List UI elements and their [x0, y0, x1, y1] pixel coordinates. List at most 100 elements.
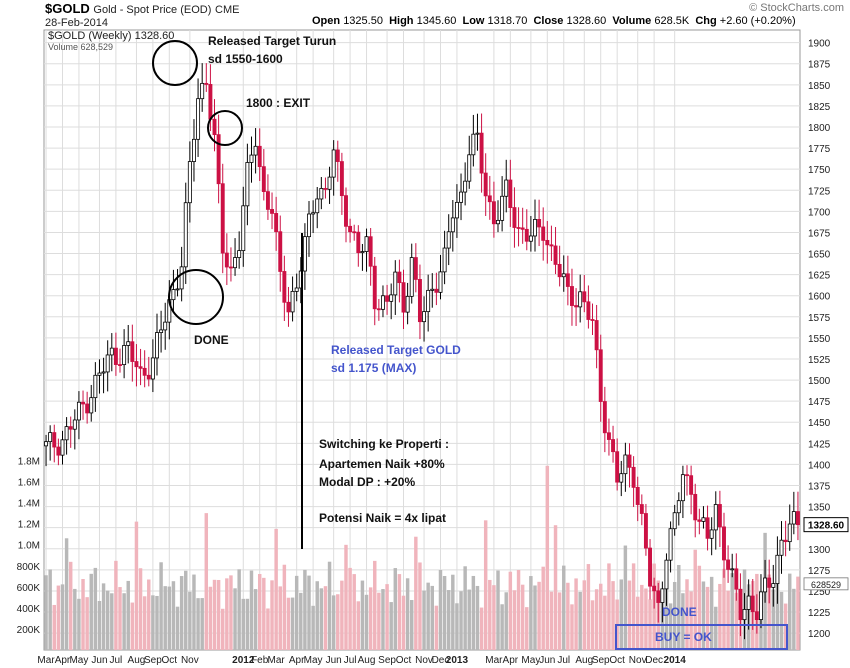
volume-bar [734, 592, 739, 650]
candle-body [64, 426, 69, 441]
volume-bar [175, 606, 180, 650]
price-legend: $GOLD (Weekly) 1328.60 [48, 30, 175, 42]
candle-body [520, 227, 525, 230]
volume-bar [56, 585, 61, 650]
candle-body [516, 227, 521, 229]
volume-bar [537, 581, 541, 650]
volume-bar [619, 579, 623, 650]
candle-body [294, 287, 299, 292]
candle-body [533, 219, 537, 237]
annotation-exit: 1800 : EXIT [246, 96, 311, 110]
candle-body [93, 374, 98, 399]
candle-body [68, 426, 73, 430]
volume-bar [533, 585, 537, 650]
candle-body [409, 257, 414, 297]
volume-bar [373, 560, 377, 650]
candle-body [750, 595, 755, 613]
candle-body [730, 568, 735, 571]
candle-body [175, 288, 180, 291]
circle-exit-annotation [207, 110, 243, 146]
volume-bar [557, 592, 562, 650]
candle-body [512, 207, 517, 228]
volume-bar [311, 605, 315, 650]
last-price-box [803, 517, 849, 533]
volume-bar [249, 570, 254, 650]
candle-body [479, 132, 484, 174]
candle-body [216, 134, 221, 185]
plot-frame [43, 29, 801, 651]
candle-body [179, 266, 184, 290]
volume-bar [471, 575, 476, 650]
credit-link[interactable]: © StockCharts.com [749, 2, 844, 14]
candle-body [627, 454, 632, 468]
candle-body [590, 319, 595, 321]
x-tick-label: Jul [110, 655, 123, 666]
volume-bar [356, 601, 361, 650]
candle-body [101, 371, 106, 374]
candle-body [783, 539, 788, 543]
candle-body [615, 451, 620, 483]
volume-bar [438, 569, 443, 650]
volume-bar [459, 591, 463, 650]
candle-body [491, 201, 496, 225]
candle-body [717, 504, 722, 528]
candle-body [763, 577, 768, 593]
volume-bar [520, 584, 525, 650]
volume-bar [599, 583, 603, 650]
candle-body [483, 172, 488, 197]
close-value: 1328.60 [566, 15, 607, 27]
volume-bar [549, 591, 554, 650]
candle-body [742, 609, 747, 621]
candle-body [138, 366, 143, 369]
volume-tick-label: 200K [17, 625, 41, 636]
volume-bar [192, 574, 196, 650]
annotation-done-1: DONE [194, 333, 229, 347]
candle-body [352, 231, 357, 234]
volume-bar [278, 586, 282, 650]
candle-body [775, 554, 780, 584]
volume-bar [668, 603, 673, 650]
x-tick-label: Mar [485, 655, 503, 666]
annotation-properti-3: Modal DP : +20% [319, 475, 416, 489]
exchange-label: CME [215, 4, 240, 16]
volume-bar [512, 590, 517, 650]
x-tick-label: May [521, 655, 540, 666]
volume-bar [635, 596, 640, 650]
volume-bar [479, 607, 484, 650]
high-value: 1345.60 [416, 15, 457, 27]
candle-body [233, 257, 238, 269]
candle-body [738, 588, 743, 621]
volume-bar [151, 595, 155, 650]
price-tick-label: 1200 [808, 629, 831, 640]
volume-value: 628.5K [654, 15, 690, 27]
volume-bar [122, 593, 126, 650]
volume-bar [689, 591, 693, 650]
candle-body [795, 511, 800, 526]
candle-body [364, 236, 369, 252]
volume-tick-label: 600K [17, 583, 41, 594]
volume-bar [368, 587, 373, 650]
candle-body [767, 577, 772, 588]
candle-body [368, 236, 373, 267]
candle-body [643, 513, 648, 549]
candle-body [759, 591, 763, 620]
candle-body [553, 245, 558, 265]
candle-body [208, 84, 213, 120]
chart-subtitle: Gold - Spot Price (EOD) [93, 4, 212, 16]
candle-body [183, 202, 188, 268]
candle-body [331, 149, 336, 178]
quote-line: Open 1325.50 High 1345.60 Low 1318.70 Cl… [312, 15, 796, 27]
candle-body [286, 301, 291, 313]
last-volume-box [803, 577, 849, 591]
candle-body [142, 367, 147, 376]
candle-body [376, 308, 381, 311]
candle-body [463, 180, 468, 193]
volume-tick-label: 1.8M [18, 457, 40, 468]
candle-body [89, 397, 94, 414]
candle-body [171, 289, 176, 301]
candle-body [594, 320, 599, 351]
volume-bar [93, 567, 98, 650]
candle-body [602, 401, 607, 434]
volume-bar [779, 591, 784, 650]
